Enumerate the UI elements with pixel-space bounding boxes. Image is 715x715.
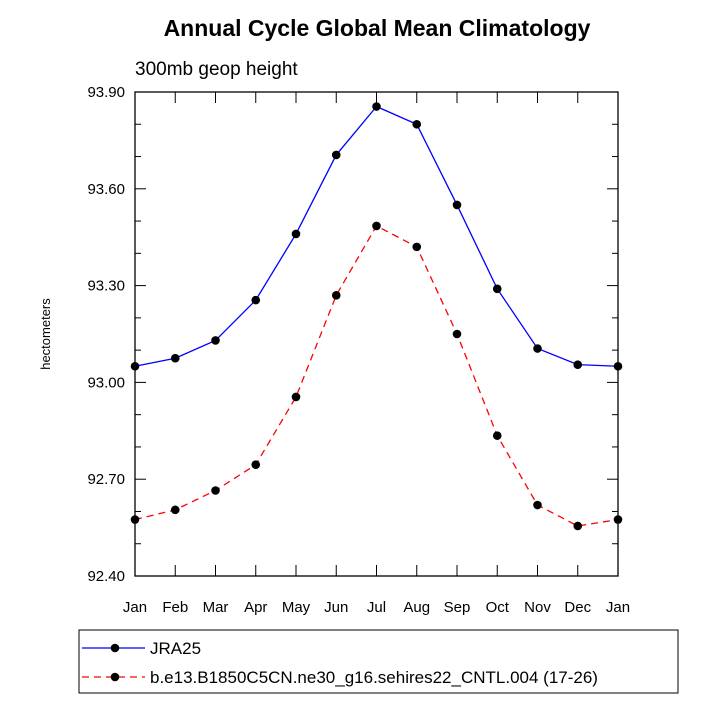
x-tick-label: Dec	[564, 599, 591, 616]
y-axis-label: hectometers	[38, 298, 53, 370]
chart-title: Annual Cycle Global Mean Climatology	[164, 15, 591, 41]
legend-box	[78, 629, 679, 694]
series-2	[130, 221, 623, 531]
x-tick-label: Apr	[244, 599, 267, 616]
x-tick-label: Jul	[367, 599, 386, 616]
data-point	[331, 150, 341, 160]
data-point	[372, 102, 381, 111]
data-point	[452, 329, 462, 339]
y-tick-label: 93.90	[87, 84, 125, 101]
data-point	[211, 336, 220, 345]
legend-marker	[110, 672, 120, 682]
data-point	[412, 119, 422, 129]
data-point	[372, 221, 381, 231]
data-point	[452, 200, 462, 210]
data-point	[251, 460, 261, 469]
data-point	[573, 360, 583, 369]
chart-subtitle: 300mb geop height	[135, 59, 298, 80]
x-tick-label: Aug	[403, 599, 430, 616]
x-tick-label: Nov	[524, 599, 551, 616]
data-point	[170, 353, 180, 363]
data-point	[211, 486, 220, 495]
x-tick-label: Sep	[444, 599, 471, 616]
x-tick-label: Jan	[123, 599, 147, 616]
data-point	[492, 284, 502, 294]
y-tick-label: 92.70	[87, 471, 125, 488]
legend-label: b.e13.B1850C5CN.ne30_g16.sehires22_CNTL.…	[150, 668, 598, 687]
y-tick-label: 92.40	[87, 568, 125, 585]
x-tick-label: Oct	[486, 599, 510, 616]
x-tick-label: May	[282, 599, 311, 616]
legend: JRA25 b.e13.B1850C5CN.ne30_g16.sehires22_…	[78, 629, 679, 694]
data-point	[251, 295, 261, 305]
axis-ticks	[134, 91, 619, 577]
data-point	[331, 290, 341, 300]
series-line	[134, 105, 619, 367]
data-point	[170, 505, 180, 515]
series-layer	[130, 102, 623, 531]
series-1	[130, 102, 623, 371]
legend-label: JRA25	[150, 639, 201, 658]
y-tick-label: 93.30	[87, 278, 125, 295]
data-point	[573, 521, 583, 531]
x-tick-label: Mar	[203, 599, 229, 616]
legend-marker	[110, 643, 120, 653]
data-point	[533, 500, 542, 510]
tick-labels: Jan Feb Mar Apr May Jun Jul Aug Sep Oct Nov Dec Jan 9…	[87, 84, 630, 616]
data-point	[412, 242, 422, 252]
x-tick-label: Jan	[606, 599, 630, 616]
data-point	[533, 344, 542, 353]
data-point	[492, 431, 502, 440]
y-tick-label: 93.00	[87, 374, 125, 391]
series-line	[134, 225, 619, 527]
y-tick-label: 93.60	[87, 181, 125, 198]
x-tick-label: Jun	[324, 599, 348, 616]
data-point	[291, 229, 301, 239]
x-tick-label: Feb	[162, 599, 188, 616]
data-point	[291, 392, 301, 402]
plot-frame	[134, 91, 619, 577]
